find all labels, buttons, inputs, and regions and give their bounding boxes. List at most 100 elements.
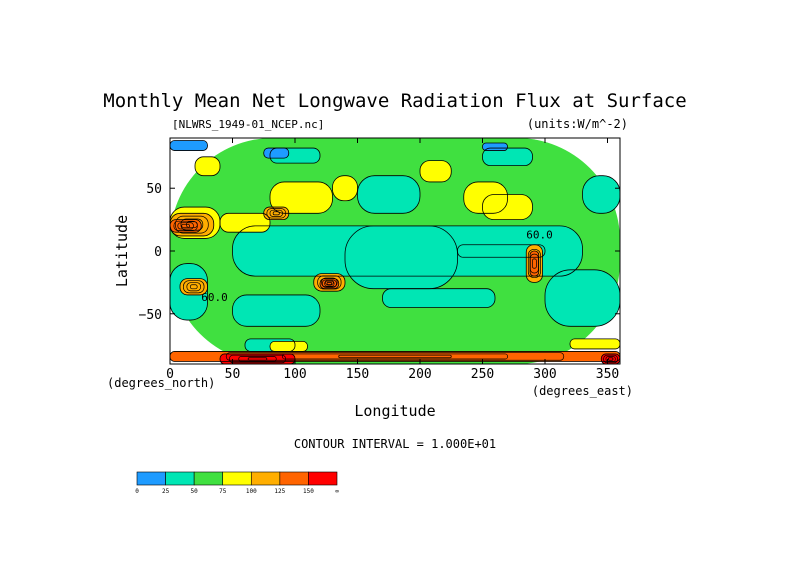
contour-line-28-2 [186, 282, 201, 292]
contour-line-29-1 [527, 249, 541, 279]
x-unit-label: (degrees_east) [532, 384, 633, 398]
contour-line-19 [482, 194, 533, 221]
units-label: (units:W/m^-2) [527, 117, 628, 131]
contour-line-32-1 [229, 354, 286, 364]
contour-line-24-1 [266, 208, 286, 219]
contour-line-25-2 [177, 222, 194, 230]
contour-interval-text: CONTOUR INTERVAL = 1.000E+01 [294, 437, 496, 451]
contour-label-0: 60.0 [201, 291, 228, 304]
y-axis-label: Latitude [113, 215, 131, 287]
x-axis-label: Longitude [354, 402, 435, 420]
x-tick-label-2: 100 [283, 367, 306, 382]
colorbar: 0 25 50 75 100 125 150 ∞ [135, 471, 339, 495]
colorbar-level-3: 75 [219, 488, 227, 495]
x-tick-label-7: 350 [596, 367, 619, 382]
contour-line-31 [170, 351, 620, 362]
contour-line-28-1 [183, 280, 205, 294]
colorbar-swatch-5 [279, 471, 309, 486]
contour-line-34 [170, 140, 208, 151]
contour-line-32-2 [238, 356, 277, 362]
contour-line-9 [582, 175, 620, 214]
contour-line-25 [170, 219, 202, 233]
contour-line-29 [525, 244, 543, 283]
contour-line-6 [232, 294, 321, 327]
heatmap-region-7 [382, 288, 495, 308]
contour-line-25-3 [181, 223, 190, 228]
colorbar-swatch-3 [222, 471, 252, 486]
contour-line-17 [419, 160, 452, 183]
heatmap-region-2 [345, 225, 458, 289]
colorbar-level-4: 100 [246, 488, 257, 495]
y-tick-label-0: 50 [146, 182, 162, 197]
contour-line-31-1 [225, 352, 565, 361]
contour-line-28-3 [189, 284, 198, 290]
contour-line-27-3 [326, 282, 333, 286]
contour-line-29-3 [531, 258, 537, 269]
contour-line-27 [319, 278, 340, 290]
contour-lines [170, 140, 620, 364]
colorbar-swatch-0 [136, 471, 166, 486]
y-unit-label: (degrees_north) [107, 376, 215, 390]
colorbar-level-1: 25 [162, 488, 170, 495]
y-tick-label-2: −50 [139, 308, 162, 323]
contour-line-33 [600, 353, 620, 364]
contour-line-33-2 [605, 356, 616, 362]
heatmap-region-15 [270, 181, 333, 214]
contour-line-10 [269, 147, 321, 164]
heatmap-regions [170, 138, 620, 364]
heatmap-region-11 [482, 148, 533, 166]
colorbar-swatch-1 [165, 471, 195, 486]
y-tick-label-1: 0 [154, 245, 162, 260]
contour-line-33-1 [603, 354, 619, 364]
contour-line-20 [194, 156, 221, 177]
heatmap-region-27 [320, 278, 339, 289]
contour-line-4 [170, 263, 208, 321]
contour-line-35 [263, 147, 290, 159]
contour-line-31-2 [282, 353, 508, 360]
x-tick-label-4: 200 [408, 367, 431, 382]
colorbar-level-5: 125 [274, 488, 285, 495]
contour-line-8 [357, 175, 421, 214]
x-tick-label-0: 0 [166, 367, 174, 382]
file-label: [NLWRS_1949-01_NCEP.nc] [172, 118, 324, 131]
heatmap-region-21 [270, 341, 308, 352]
contour-line-31-3 [338, 354, 452, 359]
plot-area [170, 138, 620, 364]
x-tick-label-5: 250 [471, 367, 494, 382]
heatmap-region-24 [263, 207, 289, 220]
contour-line-18 [463, 181, 508, 214]
heatmap-region-17 [420, 160, 452, 182]
contour-line-24-3 [272, 211, 280, 216]
chart-title: Monthly Mean Net Longwave Radiation Flux… [103, 90, 686, 112]
heatmap-region-8 [357, 175, 420, 214]
heatmap-region-36 [482, 143, 508, 151]
y-axis-ticks: 50 0 −50 [139, 182, 620, 323]
contour-line-32-3 [247, 357, 268, 361]
contour-line-30 [529, 250, 540, 277]
contour-line-26 [313, 273, 346, 292]
colorbar-level-6: 150 [303, 488, 314, 495]
colorbar-level-2: 50 [191, 488, 199, 495]
heatmap-region-14 [220, 213, 270, 233]
heatmap-region-16 [332, 175, 358, 201]
heatmap-region-3 [457, 244, 545, 258]
heatmap-region-22 [570, 338, 620, 349]
x-axis-ticks: 0 50 100 150 200 250 300 350 [166, 138, 619, 382]
contour-line-36 [482, 142, 508, 151]
heatmap-region-6 [232, 294, 320, 327]
colorbar-swatch-4 [250, 471, 281, 486]
contour-line-33-3 [607, 357, 614, 361]
heatmap-region-28 [180, 278, 208, 295]
contour-label-1: 60.0 [526, 228, 553, 241]
contour-line-23 [170, 212, 215, 237]
contour-line-24 [263, 206, 290, 221]
heatmap-region-25 [170, 219, 202, 233]
contour-line-14 [219, 212, 271, 233]
colorbar-level-7: ∞ [335, 488, 339, 495]
x-tick-label-1: 50 [225, 367, 241, 382]
colorbar-swatch-2 [193, 471, 224, 486]
contour-line-28 [179, 278, 208, 296]
contour-labels: 60.0 60.0 [201, 228, 553, 304]
heatmap-region-5 [545, 269, 620, 327]
